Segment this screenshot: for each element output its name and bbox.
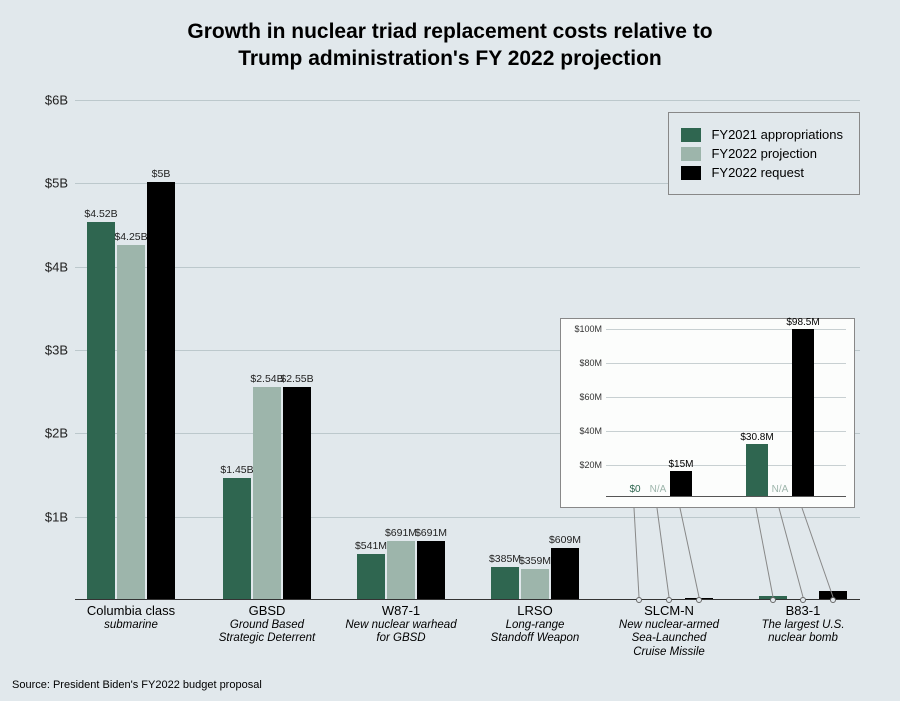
category-subtitle: submarine — [66, 619, 196, 633]
inset-plot-region: $20M$40M$60M$80M$100M$0N/A$15M$30.8MN/A$… — [606, 329, 846, 497]
bar-value-label: $2.55B — [280, 373, 313, 385]
bar: $541M — [357, 554, 385, 599]
bar-group: $1.45B$2.54B$2.55B — [223, 387, 311, 600]
bar: $4.25B — [117, 245, 145, 599]
callout-pin — [770, 597, 776, 603]
bar-value-label: $609M — [549, 534, 581, 546]
y-axis-label: $2B — [18, 426, 68, 441]
bar-value-label: $385M — [489, 553, 521, 565]
inset-bar-label: N/A — [650, 484, 667, 495]
category-subtitle: The largest U.S.nuclear bomb — [738, 619, 868, 647]
bar-group: $541M$691M$691M — [357, 541, 445, 599]
chart-title: Growth in nuclear triad replacement cost… — [0, 0, 900, 73]
bar-value-label: $359M — [519, 555, 551, 567]
swatch-fy2022-proj — [681, 147, 701, 161]
inset-bar-label: N/A — [772, 484, 789, 495]
x-axis-label: B83-1The largest U.S.nuclear bomb — [738, 603, 868, 646]
category-subtitle: New nuclear-armedSea-LaunchedCruise Miss… — [604, 619, 734, 660]
title-line-1: Growth in nuclear triad replacement cost… — [187, 20, 712, 43]
inset-bar-label: $30.8M — [740, 432, 773, 443]
inset-bar: $30.8M — [746, 444, 768, 496]
y-axis-label: $6B — [18, 93, 68, 108]
swatch-fy2021 — [681, 128, 701, 142]
x-axis-label: LRSOLong-rangeStandoff Weapon — [470, 603, 600, 646]
category-name: Columbia class — [87, 603, 175, 618]
inset-bar: $15M — [670, 471, 692, 497]
gridline — [75, 267, 860, 268]
y-axis-label: $1B — [18, 509, 68, 524]
bar: $385M — [491, 567, 519, 599]
bar-value-label: $2.54B — [250, 373, 283, 385]
bar: $691M — [417, 541, 445, 599]
swatch-fy2022-req — [681, 166, 701, 180]
x-axis-label: SLCM-NNew nuclear-armedSea-LaunchedCruis… — [604, 603, 734, 660]
bar: $691M — [387, 541, 415, 599]
inset-bar-label: $0 — [629, 484, 640, 495]
bar: $359M — [521, 569, 549, 599]
title-line-2: Trump administration's FY 2022 projectio… — [238, 47, 662, 70]
bar-value-label: $5B — [152, 168, 171, 180]
category-name: W87-1 — [382, 603, 420, 618]
category-subtitle: New nuclear warheadfor GBSD — [336, 619, 466, 647]
bar-value-label: $691M — [385, 527, 417, 539]
x-axis-label: W87-1New nuclear warheadfor GBSD — [336, 603, 466, 646]
inset-chart: $20M$40M$60M$80M$100M$0N/A$15M$30.8MN/A$… — [560, 318, 855, 508]
callout-pin — [800, 597, 806, 603]
legend-item-fy2022-req: FY2022 request — [681, 165, 843, 180]
inset-bar: $98.5M — [792, 329, 814, 496]
category-name: GBSD — [249, 603, 286, 618]
category-name: SLCM-N — [644, 603, 694, 618]
inset-y-label: $20M — [579, 460, 602, 470]
inset-y-label: $100M — [574, 324, 602, 334]
y-axis-label: $5B — [18, 176, 68, 191]
x-axis-label: Columbia classsubmarine — [66, 603, 196, 632]
legend-item-fy2022-proj: FY2022 projection — [681, 146, 843, 161]
callout-pin — [636, 597, 642, 603]
category-subtitle: Ground BasedStrategic Deterrent — [202, 619, 332, 647]
callout-pin — [830, 597, 836, 603]
category-name: B83-1 — [786, 603, 821, 618]
legend-label-fy2022-req: FY2022 request — [711, 165, 804, 180]
inset-y-label: $80M — [579, 358, 602, 368]
y-axis-label: $4B — [18, 259, 68, 274]
y-axis-label: $3B — [18, 343, 68, 358]
bar: $2.55B — [283, 387, 311, 600]
category-subtitle: Long-rangeStandoff Weapon — [470, 619, 600, 647]
legend-label-fy2022-proj: FY2022 projection — [711, 146, 817, 161]
legend: FY2021 appropriations FY2022 projection … — [668, 112, 860, 195]
category-name: LRSO — [517, 603, 552, 618]
legend-label-fy2021: FY2021 appropriations — [711, 127, 843, 142]
bar-value-label: $691M — [415, 527, 447, 539]
bar: $4.52B — [87, 222, 115, 599]
legend-item-fy2021: FY2021 appropriations — [681, 127, 843, 142]
inset-bar-group: $30.8M N/A$98.5M — [746, 329, 814, 496]
bar: $5B — [147, 182, 175, 599]
bar: $609M — [551, 548, 579, 599]
inset-y-label: $60M — [579, 392, 602, 402]
bar-value-label: $1.45B — [220, 464, 253, 476]
inset-bar-group: $0 N/A$15M — [624, 471, 692, 497]
bar-value-label: $4.25B — [114, 231, 147, 243]
source-text: Source: President Biden's FY2022 budget … — [12, 679, 262, 691]
gridline — [75, 517, 860, 518]
bar-group: $4.52B$4.25B$5B — [87, 182, 175, 599]
callout-pin — [666, 597, 672, 603]
callout-pin — [696, 597, 702, 603]
gridline — [75, 100, 860, 101]
x-axis-label: GBSDGround BasedStrategic Deterrent — [202, 603, 332, 646]
bar-group: $385M$359M$609M — [491, 548, 579, 599]
bar: $1.45B — [223, 478, 251, 599]
bar-value-label: $541M — [355, 540, 387, 552]
bar: $2.54B — [253, 387, 281, 599]
inset-bar-label: $15M — [668, 459, 693, 470]
inset-bar-label: $98.5M — [786, 317, 819, 328]
inset-y-label: $40M — [579, 426, 602, 436]
bar-value-label: $4.52B — [84, 208, 117, 220]
